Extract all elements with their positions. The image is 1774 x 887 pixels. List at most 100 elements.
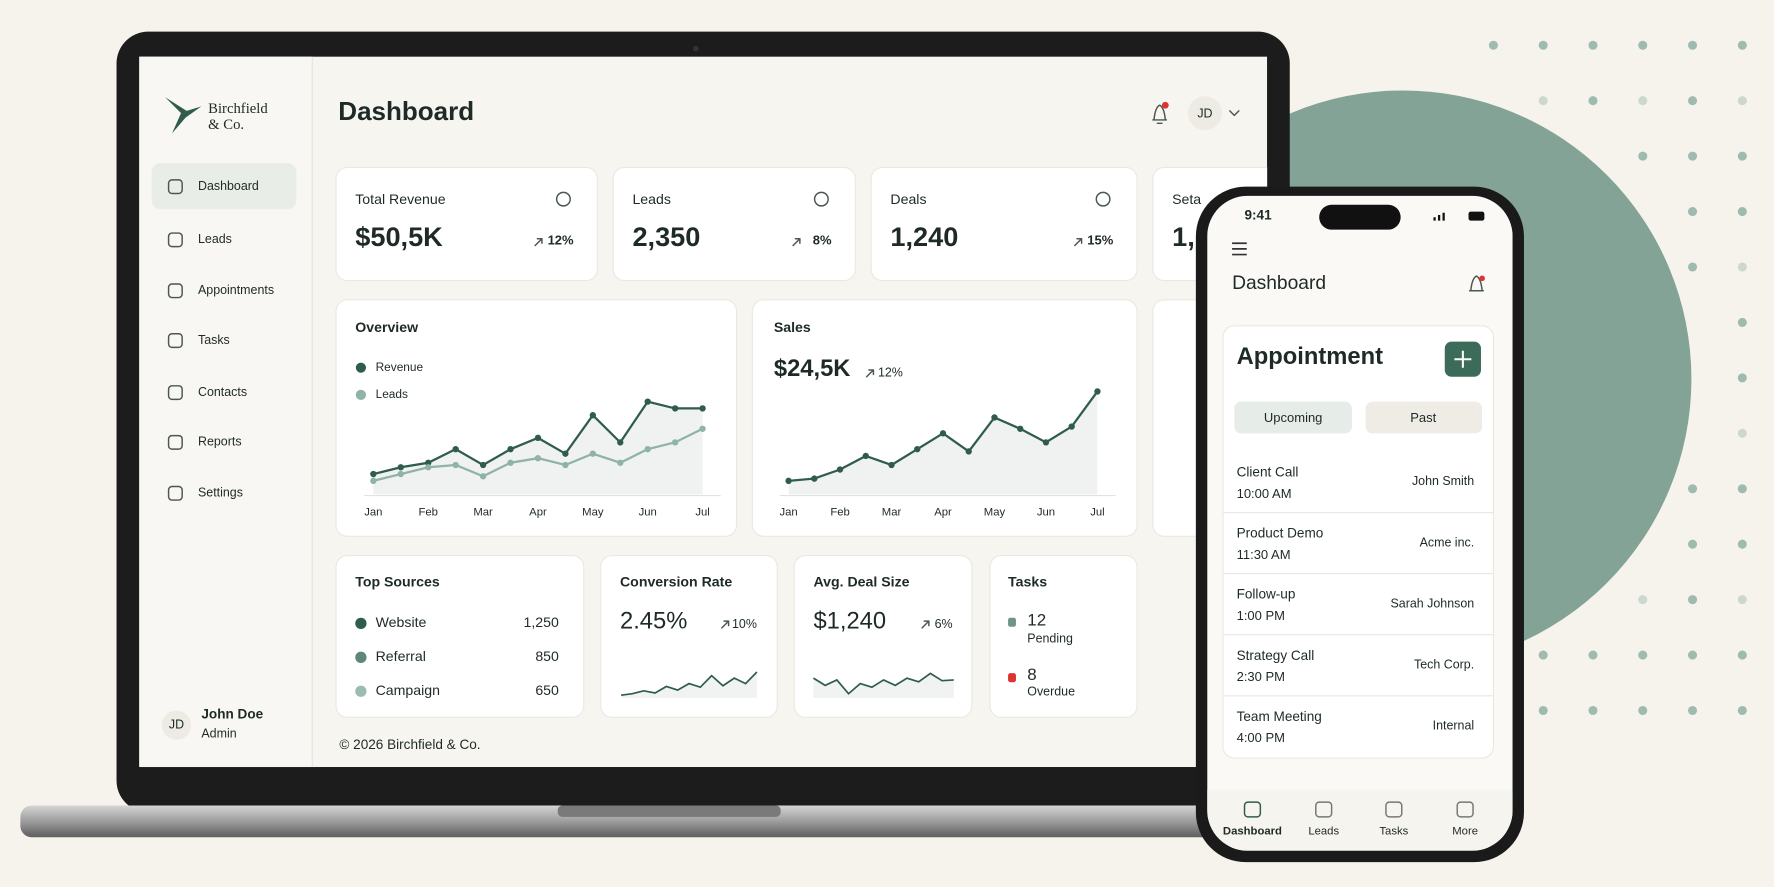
header-avatar[interactable] — [1187, 96, 1222, 131]
conversion-title: Conversion Rate — [620, 573, 732, 589]
tab-icon — [1385, 801, 1403, 818]
source-name: Campaign — [376, 682, 440, 698]
source-dot — [355, 617, 367, 630]
dot — [1737, 705, 1747, 716]
tab-label[interactable]: Dashboard — [1223, 826, 1282, 838]
user-role: Admin — [201, 727, 236, 741]
point — [452, 445, 459, 453]
point — [562, 450, 569, 457]
dot — [1638, 40, 1648, 50]
user-avatar — [161, 710, 192, 740]
deal-title: Avg. Deal Size — [813, 573, 909, 589]
tasks-card — [989, 554, 1138, 718]
legend-swatch — [355, 362, 367, 373]
sales-card — [751, 299, 1138, 537]
dot — [1688, 262, 1698, 272]
dot — [1538, 705, 1548, 716]
nav-label[interactable]: Settings — [198, 486, 243, 500]
dot — [1688, 151, 1698, 161]
point — [811, 475, 818, 482]
stat-value: 1, — [1172, 221, 1195, 252]
appt-title[interactable]: Product Demo — [1237, 526, 1324, 541]
point — [617, 439, 624, 446]
dot — [1488, 40, 1498, 50]
dot — [1688, 96, 1698, 106]
dot — [1638, 650, 1648, 660]
point — [452, 461, 459, 469]
point — [1094, 388, 1101, 395]
sales-change: 12% — [878, 366, 903, 380]
appt-time: 2:30 PM — [1237, 669, 1285, 684]
tab-icon — [1243, 801, 1262, 818]
dot — [1737, 262, 1747, 272]
dot — [1688, 595, 1698, 605]
x-tick-label: Feb — [418, 506, 437, 518]
source-value: 650 — [535, 682, 559, 698]
legend-swatch — [355, 389, 367, 400]
nav-icon — [167, 333, 183, 349]
tab-label[interactable]: Tasks — [1379, 826, 1408, 838]
nav-label[interactable]: Leads — [198, 232, 232, 246]
stat-change: 12% — [548, 232, 574, 247]
nav-label[interactable]: Appointments — [198, 283, 274, 297]
nav-label[interactable]: Dashboard — [198, 179, 259, 193]
dot — [1737, 96, 1747, 106]
dot — [1737, 207, 1747, 217]
stat-label: Total Revenue — [355, 191, 445, 207]
point — [534, 455, 542, 462]
tab-label[interactable]: Leads — [1308, 826, 1339, 838]
appt-who: Internal — [1433, 719, 1475, 733]
nav-label[interactable]: Tasks — [198, 333, 230, 347]
decor-dots — [1488, 40, 1747, 716]
appt-title[interactable]: Follow-up — [1237, 587, 1296, 602]
point — [425, 459, 432, 466]
point — [507, 459, 514, 466]
nav-label[interactable]: Reports — [198, 435, 242, 449]
logo — [165, 97, 202, 134]
appt-title[interactable]: Client Call — [1237, 464, 1299, 479]
point — [671, 439, 679, 446]
dot — [1638, 151, 1648, 161]
tab-label[interactable]: More — [1452, 826, 1478, 838]
point — [644, 445, 651, 453]
bell-dot — [1161, 101, 1169, 109]
stat-change: 8% — [813, 232, 832, 247]
point — [479, 473, 487, 480]
tab-upcoming[interactable] — [1234, 401, 1352, 434]
stat-card — [870, 166, 1138, 282]
point — [699, 405, 706, 412]
source-name: Referral — [376, 648, 426, 664]
stat-icon — [555, 191, 571, 207]
sources-list: Website 1,250 Referral 850 Campaign 650 — [355, 614, 559, 698]
x-tick-label: Jan — [364, 506, 382, 518]
tab-past[interactable] — [1365, 401, 1483, 434]
x-tick-label: Jul — [1090, 506, 1104, 518]
bell-icon[interactable] — [1152, 104, 1168, 125]
x-tick-label: Jun — [1037, 506, 1055, 518]
dot — [1737, 151, 1747, 161]
appt-title[interactable]: Team Meeting — [1237, 709, 1322, 724]
conversion-arrow — [721, 620, 730, 629]
source-dot — [355, 685, 367, 697]
appt-title[interactable]: Strategy Call — [1237, 648, 1315, 663]
dot — [1737, 373, 1747, 383]
deal-change: 6% — [935, 617, 953, 631]
tab-label: Upcoming — [1264, 410, 1323, 425]
chevron[interactable] — [1229, 110, 1240, 117]
phone-screen: 9:41 Dashboard Appointment Upcoming Past… — [1207, 195, 1513, 851]
sales-chart: Jan Feb Mar Apr May Jun Jul — [779, 388, 1116, 518]
nav-icon — [167, 434, 183, 450]
phone-nav: Dashboard Leads Tasks More — [1223, 801, 1478, 838]
overdue-count: 8 — [1027, 665, 1036, 684]
menu-icon[interactable] — [1232, 242, 1247, 256]
point — [1042, 439, 1050, 446]
user-name: John Doe — [201, 707, 263, 722]
appt-time: 4:00 PM — [1237, 730, 1285, 745]
phone-bell[interactable] — [1468, 275, 1484, 292]
battery — [1468, 211, 1485, 221]
nav-label[interactable]: Contacts — [198, 385, 247, 399]
point — [1068, 423, 1075, 430]
source-dot — [355, 651, 367, 663]
tab-label: Past — [1410, 410, 1436, 425]
